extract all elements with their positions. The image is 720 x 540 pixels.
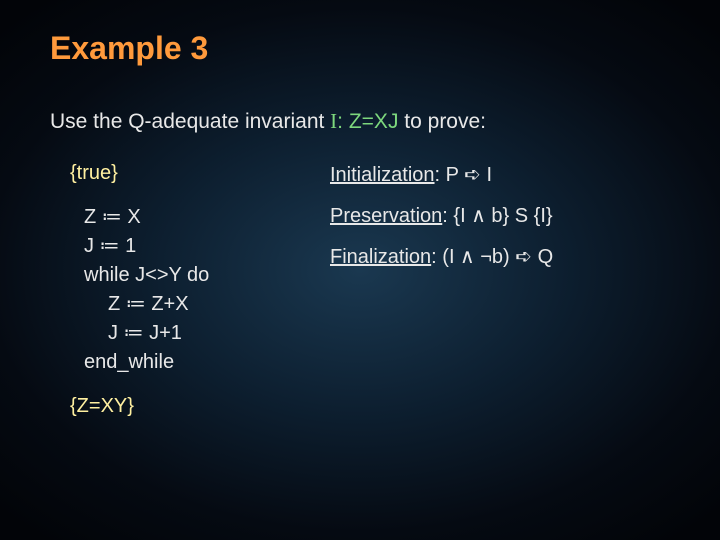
content-columns: {true} Z ≔ X J ≔ 1 while J<>Y do Z ≔ Z+X… [50,162,670,436]
slide-title: Example 3 [50,30,670,67]
code-line-3: while J<>Y do [84,261,320,290]
invariant-sep: : [337,110,349,133]
finalization-body: : (I ∧ ¬b) ➪ Q [431,246,553,268]
code-line-5: J ≔ J+1 [84,319,320,348]
right-column: Initialization: P ➪ I Preservation: {I ∧… [330,162,670,436]
code-line-6: end_while [84,348,320,377]
code-line-1: Z ≔ X [84,203,320,232]
initialization-line: Initialization: P ➪ I [330,162,670,187]
preservation-label: Preservation [330,205,442,227]
preservation-line: Preservation: {I ∧ b} S {I} [330,203,670,228]
intro-text: Use the Q-adequate invariant I: Z=XJ to … [50,109,670,134]
initialization-body: : P ➪ I [435,164,493,186]
code-line-4: Z ≔ Z+X [84,290,320,319]
preservation-body: : {I ∧ b} S {I} [442,205,552,227]
finalization-label: Finalization [330,246,431,268]
left-column: {true} Z ≔ X J ≔ 1 while J<>Y do Z ≔ Z+X… [50,162,320,436]
intro-prefix: Use the Q-adequate invariant [50,110,330,133]
code-block: Z ≔ X J ≔ 1 while J<>Y do Z ≔ Z+X J ≔ J+… [70,203,320,377]
postcondition: {Z=XY} [70,395,320,418]
code-line-2: J ≔ 1 [84,232,320,261]
initialization-label: Initialization [330,164,435,186]
intro-suffix: to prove: [398,110,486,133]
slide: Example 3 Use the Q-adequate invariant I… [0,0,720,540]
invariant-body: Z=XJ [349,110,399,133]
finalization-line: Finalization: (I ∧ ¬b) ➪ Q [330,244,670,269]
precondition: {true} [70,162,320,185]
